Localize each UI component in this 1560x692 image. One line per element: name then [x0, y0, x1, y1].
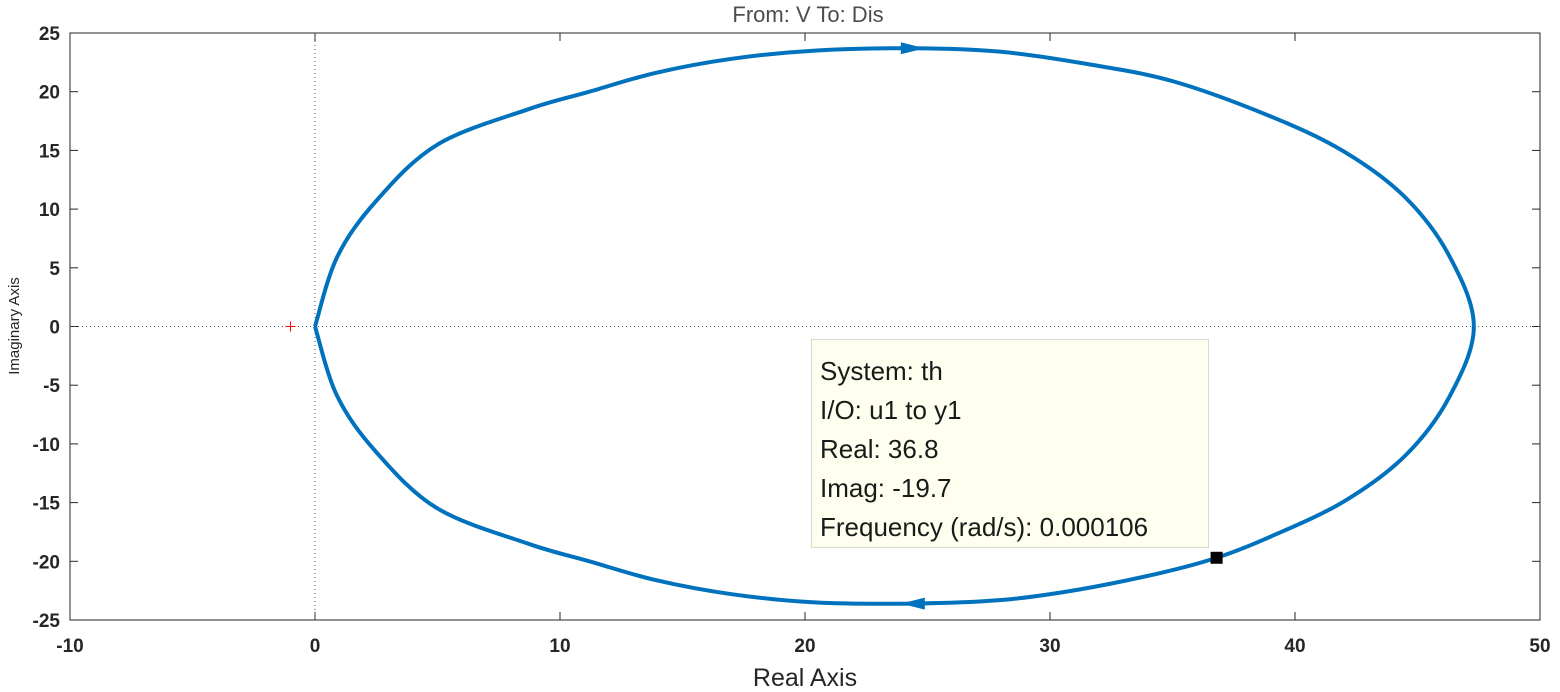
y-tick-label: 0	[49, 318, 60, 339]
x-tick-label: 10	[549, 636, 570, 657]
data-tip-imag: Imag: -19.7	[820, 473, 952, 503]
markers-group	[285, 321, 1223, 564]
nyquist-curve-group	[313, 42, 1476, 610]
x-tick-label: 20	[794, 636, 815, 657]
data-tip[interactable]: System: th I/O: u1 to y1 Real: 36.8 Imag…	[811, 339, 1209, 548]
chart-title: From: V To: Dis	[732, 2, 883, 27]
y-tick-label: 15	[39, 141, 61, 162]
y-tick-label: -25	[33, 611, 61, 632]
data-tip-frequency: Frequency (rad/s): 0.000106	[820, 512, 1149, 542]
x-tick-label: 50	[1529, 636, 1550, 657]
x-tick-label: 0	[310, 636, 321, 657]
y-axis-label: Imaginary Axis	[6, 277, 23, 375]
direction-arrow	[900, 597, 925, 610]
y-tick-label: 25	[39, 24, 61, 45]
y-tick-label: 10	[39, 200, 60, 221]
nyquist-curve	[313, 46, 1476, 606]
direction-arrow	[900, 42, 925, 55]
y-tick-label: 5	[49, 259, 60, 280]
y-tick-label: 20	[39, 83, 60, 104]
data-tip-system: System: th	[820, 356, 943, 386]
x-tick-label: 40	[1284, 636, 1305, 657]
y-tick-label: -15	[33, 494, 61, 515]
x-tick-label: 30	[1039, 636, 1060, 657]
x-tick-label: -10	[56, 636, 83, 657]
datatip-point-marker	[1210, 551, 1223, 564]
y-tick-label: -10	[33, 435, 60, 456]
y-axis-ticks: 25 20 15 10 5 0 -5 -10 -15 -20 -25	[33, 24, 1540, 632]
y-tick-label: -20	[33, 552, 60, 573]
data-tip-real: Real: 36.8	[820, 434, 939, 464]
x-axis-ticks: -10 0 10 20 30 40 50	[56, 33, 1551, 657]
y-tick-label: -5	[43, 376, 60, 397]
x-axis-label: Real Axis	[753, 664, 857, 692]
data-tip-io: I/O: u1 to y1	[820, 395, 962, 425]
